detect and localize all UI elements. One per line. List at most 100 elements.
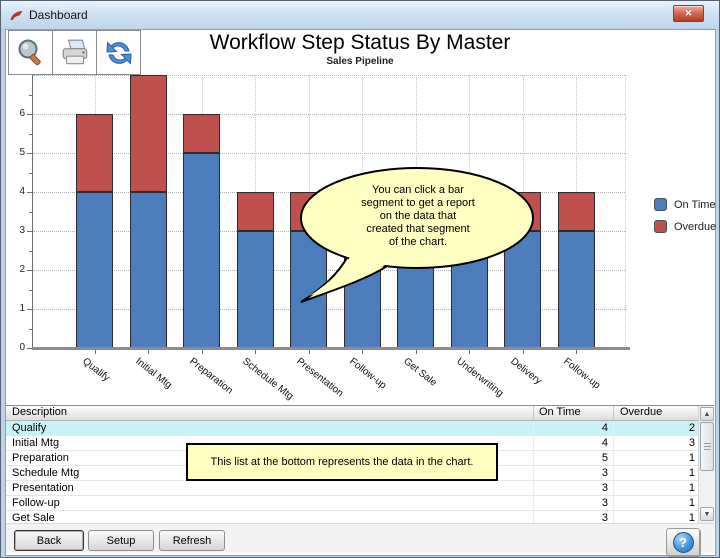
magnifier-icon	[18, 39, 41, 65]
cell-overdue: 3	[613, 436, 698, 450]
cell-description: Follow-up	[12, 497, 60, 509]
cell-overdue: 1	[613, 481, 698, 495]
y-tick	[27, 231, 32, 232]
scroll-down-icon: ▼	[703, 510, 711, 518]
y-axis-label: 0	[19, 342, 25, 353]
zoom-button[interactable]	[8, 30, 53, 75]
note-box: This list at the bottom represents the d…	[186, 443, 498, 481]
bar-segment-on-time[interactable]	[558, 231, 595, 348]
bar-segment-overdue[interactable]	[558, 192, 595, 231]
x-tick	[148, 350, 149, 354]
y-tick	[27, 270, 32, 271]
legend-item: Overdue	[654, 220, 716, 233]
cell-description: Qualify	[12, 422, 47, 434]
column-header-overdue[interactable]: Overdue	[613, 406, 698, 420]
x-tick	[416, 350, 417, 354]
cell-description: Presentation	[12, 482, 74, 494]
cell-description: Initial Mtg	[12, 437, 60, 449]
y-tick	[27, 114, 32, 115]
x-axis-line	[32, 347, 630, 350]
callout-balloon-text: You can click a bar segment to get a rep…	[361, 184, 475, 248]
x-tick	[576, 350, 577, 354]
cell-description: Preparation	[12, 452, 69, 464]
cell-on-time: 3	[533, 496, 613, 510]
y-minor-tick	[29, 328, 32, 330]
callout-balloon	[300, 167, 534, 303]
legend-label: On Time	[674, 198, 716, 211]
gridline	[33, 153, 625, 154]
chart-title: Workflow Step Status By Master	[209, 31, 511, 54]
close-icon: ✕	[684, 8, 693, 18]
bar-segment-on-time[interactable]	[130, 192, 167, 348]
column-header-description[interactable]: Description	[12, 406, 68, 418]
refresh-button[interactable]: Refresh	[159, 530, 225, 551]
y-minor-tick	[29, 94, 32, 96]
bar-segment-overdue[interactable]	[76, 114, 113, 192]
table-scrollbar[interactable]: ▲ ▼	[698, 406, 714, 523]
gridline	[33, 270, 625, 271]
scroll-up-icon: ▲	[703, 410, 711, 418]
cell-overdue: 2	[613, 421, 698, 435]
cell-on-time: 3	[533, 511, 613, 523]
gridline	[625, 75, 626, 348]
cell-on-time: 4	[533, 421, 613, 435]
column-header-on-time[interactable]: On Time	[533, 406, 613, 420]
y-minor-tick	[29, 289, 32, 291]
help-button[interactable]: ?	[666, 528, 700, 556]
cell-on-time: 3	[533, 466, 613, 480]
window-title: Dashboard	[29, 8, 88, 22]
gridline	[33, 114, 625, 115]
back-button[interactable]: Back	[14, 530, 84, 551]
x-tick	[362, 350, 363, 354]
bar-segment-overdue[interactable]	[130, 75, 167, 192]
scrollbar-thumb[interactable]	[700, 422, 714, 471]
bar-segment-overdue[interactable]	[183, 114, 220, 153]
table-row[interactable]: Follow-up 3 1	[6, 496, 714, 511]
y-tick	[27, 153, 32, 154]
cell-on-time: 3	[533, 481, 613, 495]
scroll-up-button[interactable]: ▲	[700, 407, 714, 421]
y-axis-label: 2	[19, 264, 25, 275]
table-row[interactable]: Qualify 4 2	[6, 421, 714, 436]
table-row[interactable]: Presentation 3 1	[6, 481, 714, 496]
scrollbar-grip-icon	[704, 443, 711, 451]
bar-segment-on-time[interactable]	[237, 231, 274, 348]
cell-description: Get Sale	[12, 512, 55, 523]
chart-legend: On Time Overdue	[654, 198, 716, 242]
table-row[interactable]: Get Sale 3 1	[6, 511, 714, 523]
x-tick	[523, 350, 524, 354]
y-axis-label: 6	[19, 108, 25, 119]
x-tick	[202, 350, 203, 354]
x-tick	[469, 350, 470, 354]
print-button[interactable]	[52, 30, 97, 75]
setup-button[interactable]: Setup	[88, 530, 154, 551]
title-bar: Dashboard	[1, 1, 719, 29]
bar-segment-overdue[interactable]	[237, 192, 274, 231]
y-axis-label: 5	[19, 147, 25, 158]
y-tick	[27, 192, 32, 193]
chart-subtitle: Sales Pipeline	[326, 56, 394, 67]
y-tick	[27, 348, 32, 349]
y-axis-line	[32, 75, 33, 348]
gridline	[33, 75, 625, 76]
y-minor-tick	[29, 133, 32, 135]
legend-label: Overdue	[674, 220, 717, 233]
app-icon	[10, 10, 23, 20]
gridline	[33, 309, 625, 310]
close-button[interactable]: ✕	[673, 5, 704, 22]
scroll-down-button[interactable]: ▼	[700, 507, 714, 521]
cell-overdue: 1	[613, 451, 698, 465]
cell-overdue: 1	[613, 496, 698, 510]
footer-bar: Back Setup Refresh ?	[6, 523, 714, 556]
legend-item: On Time	[654, 198, 716, 211]
y-minor-tick	[29, 211, 32, 213]
y-axis-label: 3	[19, 225, 25, 236]
y-minor-tick	[29, 172, 32, 174]
divider	[6, 405, 714, 406]
bar-segment-on-time[interactable]	[183, 153, 220, 348]
bar-segment-on-time[interactable]	[76, 192, 113, 348]
cell-overdue: 1	[613, 511, 698, 523]
table-header-row: Description On Time Overdue	[6, 406, 714, 421]
refresh-icon	[105, 40, 132, 65]
refresh-chart-button[interactable]	[96, 30, 141, 75]
